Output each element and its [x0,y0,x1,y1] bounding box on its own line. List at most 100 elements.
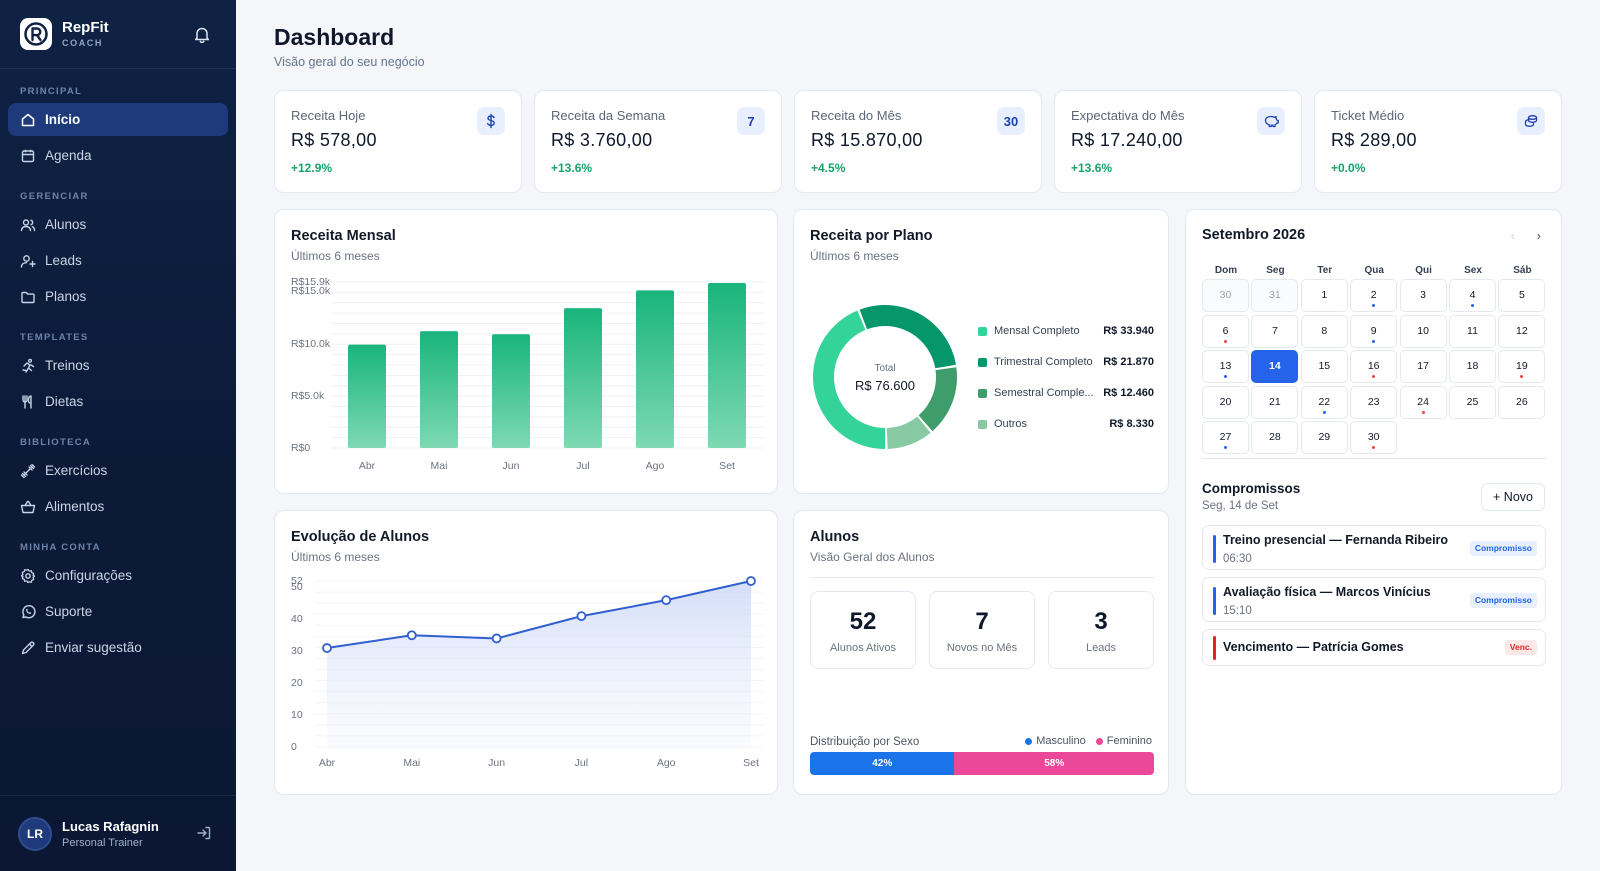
calendar-day[interactable]: 28 [1251,421,1299,454]
legend-label: Outros [994,418,1028,430]
card-title: Receita por Plano [810,228,933,244]
point-jun[interactable] [491,633,502,644]
nav-item-alunos[interactable]: Alunos [8,208,228,241]
nav-item-alimentos[interactable]: Alimentos [8,490,228,523]
appointment-item[interactable]: Avaliação física — Marcos Vinícius 15:10… [1202,577,1546,622]
calendar-day[interactable]: 3 [1399,279,1447,312]
point-jul[interactable] [576,611,587,622]
bar-abr[interactable] [348,344,386,448]
calendar-day[interactable]: 14 [1251,350,1299,383]
nav-item-planos[interactable]: Planos [8,280,228,313]
nav-label-suporte: Suporte [45,604,93,619]
section-minha-conta: MINHA CONTA [20,542,101,553]
bar-jun[interactable] [492,334,530,448]
calendar-day[interactable]: 23 [1350,385,1398,419]
nav-item-leads[interactable]: Leads [8,244,228,277]
nav-label-treinos: Treinos [45,358,90,373]
calendar-day[interactable]: 6 [1202,314,1249,348]
calendar-day[interactable]: 15 [1300,350,1348,383]
calendar-day[interactable]: 27 [1202,421,1249,454]
revenue-chart-card: Receita Mensal Últimos 6 meses Abr Mai Jun… [274,209,778,494]
bell-icon[interactable] [194,26,210,43]
point-set[interactable] [746,576,756,586]
calendar-day[interactable]: 26 [1498,385,1546,419]
y-tick-label: 40 [291,613,303,626]
calendar-day[interactable]: 13 [1202,350,1249,383]
bar-ago[interactable] [636,290,674,448]
legend-value: R$ 21.870 [1103,356,1154,368]
point-abr[interactable] [322,643,332,653]
nav-item-agenda[interactable]: Agenda [8,139,228,172]
legend-dot-feminino [1095,737,1103,745]
stat-value: R$ 15.870,00 [811,130,923,150]
calendar-day[interactable]: 2 [1350,279,1398,312]
calendar-day[interactable]: 8 [1300,314,1348,348]
donut-slice-3[interactable] [886,416,931,449]
calendar-day[interactable]: 29 [1300,421,1348,454]
calendar-day[interactable]: 9 [1350,314,1398,348]
calendar-day[interactable]: 22 [1300,385,1348,419]
grid-lines [331,281,763,449]
nav-item-inicio[interactable]: Início [8,103,228,136]
donut-slice-0[interactable] [813,310,886,449]
donut-slice-2[interactable] [918,367,957,432]
calendar-day[interactable]: 25 [1449,385,1496,419]
revenue-bar-chart [331,281,763,449]
calendar-day[interactable]: 11 [1449,314,1496,348]
bar-set[interactable] [708,283,746,448]
calendar-day[interactable]: 31 [1251,279,1299,312]
stat-card-ticket-medio: Ticket Médio R$ 289,00 +0.0% [1314,90,1562,193]
calendar-day[interactable]: 7 [1251,314,1299,348]
calendar-day[interactable]: 19 [1498,350,1546,383]
calendar-day[interactable]: 20 [1202,385,1249,419]
nav-label-planos: Planos [45,289,87,304]
new-appointment-button[interactable]: + Novo [1481,483,1545,511]
calendar-day[interactable]: 10 [1399,314,1447,348]
appointment-item[interactable]: Treino presencial — Fernanda Ribeiro 06:… [1202,525,1546,570]
nav-label-alunos: Alunos [45,217,87,232]
nav-item-exercicios[interactable]: Exercícios [8,454,228,487]
legend-label: Semestral Comple... [994,387,1094,399]
appointment-tag: Compromisso [1469,541,1537,556]
point-mai[interactable] [406,630,417,641]
point-ago[interactable] [661,595,672,606]
calendar-day[interactable]: 1 [1300,279,1348,312]
card-subtitle: Últimos 6 meses [291,550,380,564]
repfit-logo-icon[interactable] [20,18,52,50]
calendar-day[interactable]: 30 [1350,421,1398,454]
calendar-day[interactable]: 21 [1251,385,1299,419]
weekday-label: Sex [1464,265,1482,276]
calendar-day[interactable]: 5 [1498,279,1546,312]
bar-mai[interactable] [420,331,458,448]
legend-row-2: Semestral Comple... R$ 12.460 [978,385,1154,401]
stat-card-receita-mes: Receita do Mês R$ 15.870,00 +4.5% 30 [794,90,1042,193]
nav-item-suporte[interactable]: Suporte [8,595,228,628]
appointment-title: Avaliação física — Marcos Vinícius [1223,585,1431,599]
nav-item-dietas[interactable]: Dietas [8,385,228,418]
avatar[interactable]: LR [18,816,52,851]
appointment-tag: Compromisso [1469,593,1537,608]
nav-item-configuracoes[interactable]: Configurações [8,559,228,592]
event-dot [1372,446,1376,449]
calendar-day[interactable]: 24 [1399,385,1447,419]
calendar-day[interactable]: 12 [1498,314,1546,348]
bar-jul[interactable] [564,308,602,448]
appointment-item[interactable]: Vencimento — Patrícia Gomes Venc. [1202,629,1546,666]
calendar-day[interactable]: 17 [1399,350,1447,383]
nav-item-enviar-sugestao[interactable]: Enviar sugestão [8,631,228,664]
calendar-day[interactable]: 18 [1449,350,1496,383]
calendar-day[interactable]: 30 [1202,279,1249,312]
donut-slice-1[interactable] [859,305,956,369]
chevron-left-icon[interactable]: ‹ [1510,228,1515,243]
legend-label: Trimestral Completo [994,356,1093,368]
calendar-month-title: Setembro 2026 [1202,227,1306,243]
calendar-day[interactable]: 4 [1449,279,1496,312]
card-title: Alunos [810,529,860,545]
chevron-right-icon[interactable]: › [1536,228,1541,243]
appointments-title: Compromissos [1202,481,1301,496]
nav-item-treinos[interactable]: Treinos [8,349,228,382]
calendar-day[interactable]: 16 [1350,350,1398,383]
user-profile: LR Lucas Rafagnin Personal Trainer [0,795,236,871]
stat-leads: 3 Leads [1048,591,1154,669]
logout-icon[interactable] [196,825,212,841]
